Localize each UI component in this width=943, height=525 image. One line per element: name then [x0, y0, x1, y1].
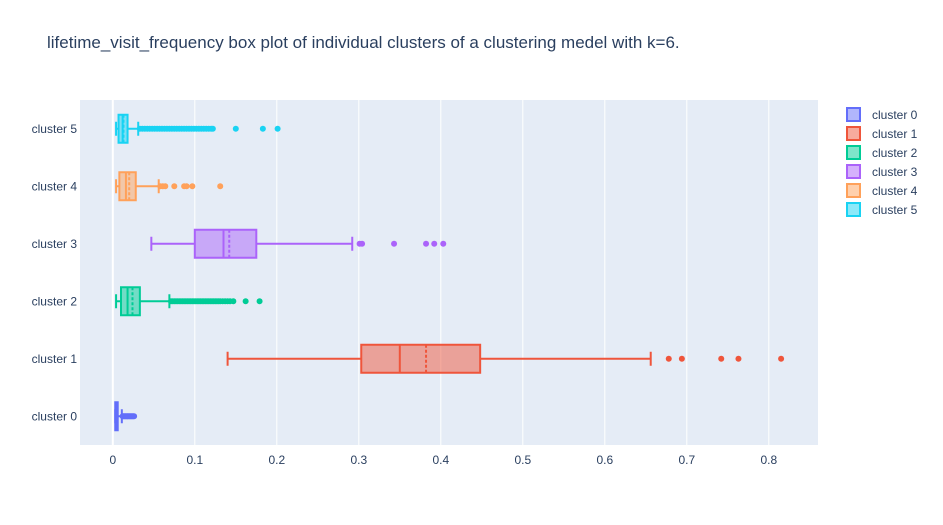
- outlier-point: [359, 240, 366, 247]
- x-tick-label: 0.1: [186, 453, 203, 467]
- outlier-point: [189, 183, 196, 190]
- legend-item-cluster-3[interactable]: cluster 3: [846, 164, 918, 179]
- x-tick-label: 0.6: [596, 453, 613, 467]
- legend-label: cluster 5: [872, 203, 918, 217]
- outlier-point: [678, 355, 685, 362]
- outlier-point: [171, 183, 178, 190]
- legend-label: cluster 3: [872, 165, 918, 179]
- legend-label: cluster 2: [872, 146, 918, 160]
- outlier-point: [242, 298, 249, 305]
- legend-item-cluster-5[interactable]: cluster 5: [846, 202, 918, 217]
- outlier-point: [162, 183, 169, 190]
- legend-swatch: [846, 202, 861, 217]
- outlier-point: [665, 355, 672, 362]
- legend-item-cluster-1[interactable]: cluster 1: [846, 126, 918, 141]
- x-axis-ticks: 0 0.1 0.2 0.3 0.4 0.5 0.6 0.7 0.8: [109, 453, 777, 467]
- legend-swatch: [846, 183, 861, 198]
- x-tick-label: 0.3: [350, 453, 367, 467]
- y-axis-ticks: cluster 0 cluster 1 cluster 2 cluster 3 clus…: [32, 122, 78, 424]
- outlier-point: [440, 240, 447, 247]
- outlier-point: [131, 413, 138, 420]
- box-trace-cluster-2: [115, 286, 263, 317]
- legend-swatch: [846, 164, 861, 179]
- legend-swatch: [846, 107, 861, 122]
- legend-swatch: [846, 145, 861, 160]
- legend-item-cluster-0[interactable]: cluster 0: [846, 107, 918, 122]
- legend-label: cluster 0: [872, 108, 918, 122]
- y-tick-label: cluster 3: [32, 237, 78, 251]
- y-tick-label: cluster 0: [32, 409, 78, 423]
- box-trace-cluster-3: [150, 228, 447, 259]
- x-tick-label: 0: [109, 453, 116, 467]
- y-tick-label: cluster 4: [32, 179, 78, 193]
- legend-swatch: [846, 126, 861, 141]
- legend-label: cluster 4: [872, 184, 918, 198]
- box-traces: [114, 113, 785, 432]
- outlier-point: [718, 355, 725, 362]
- box: [118, 171, 137, 202]
- y-tick-label: cluster 5: [32, 122, 78, 136]
- legend-item-cluster-4[interactable]: cluster 4: [846, 183, 918, 198]
- outlier-point: [274, 125, 281, 132]
- outlier-point: [431, 240, 438, 247]
- legend[interactable]: cluster 0 cluster 1 cluster 2 cluster 3 clus…: [846, 107, 918, 217]
- x-tick-label: 0.2: [268, 453, 285, 467]
- outlier-point: [209, 125, 216, 132]
- plot-area: [80, 100, 818, 445]
- outlier-point: [256, 298, 263, 305]
- legend-item-cluster-2[interactable]: cluster 2: [846, 145, 918, 160]
- box: [360, 343, 482, 374]
- box-trace-cluster-4: [115, 171, 224, 202]
- outlier-point: [735, 355, 742, 362]
- outlier-point: [232, 125, 239, 132]
- box: [120, 286, 141, 317]
- box: [193, 228, 258, 259]
- y-tick-label: cluster 2: [32, 294, 78, 308]
- outlier-point: [183, 183, 190, 190]
- legend-label: cluster 1: [872, 127, 918, 141]
- outlier-point: [391, 240, 398, 247]
- chart-title: lifetime_visit_frequency box plot of ind…: [47, 33, 680, 52]
- x-gridlines: [111, 100, 770, 445]
- outlier-point: [217, 183, 224, 190]
- box-trace-cluster-0: [114, 401, 138, 432]
- box-trace-cluster-1: [226, 343, 785, 374]
- outlier-point: [778, 355, 785, 362]
- y-tick-label: cluster 1: [32, 352, 78, 366]
- x-tick-label: 0.7: [678, 453, 695, 467]
- box-trace-cluster-5: [115, 113, 281, 144]
- x-tick-label: 0.4: [432, 453, 449, 467]
- outlier-point: [259, 125, 266, 132]
- outlier-point: [423, 240, 430, 247]
- x-tick-label: 0.5: [514, 453, 531, 467]
- x-tick-label: 0.8: [760, 453, 777, 467]
- outlier-point: [230, 298, 237, 305]
